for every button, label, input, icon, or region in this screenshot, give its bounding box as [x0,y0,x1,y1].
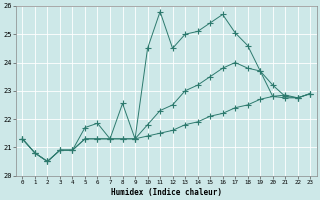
X-axis label: Humidex (Indice chaleur): Humidex (Indice chaleur) [111,188,222,197]
